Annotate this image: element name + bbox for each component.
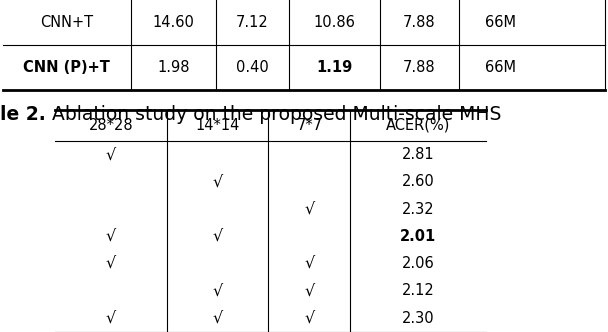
Text: √: √ xyxy=(304,256,314,271)
Text: 14.60: 14.60 xyxy=(153,15,194,30)
Text: le 2.: le 2. xyxy=(0,105,46,124)
Text: 66M: 66M xyxy=(485,60,516,75)
Text: √: √ xyxy=(213,283,223,298)
Text: √: √ xyxy=(304,283,314,298)
Text: 66M: 66M xyxy=(485,15,516,30)
Text: 2.60: 2.60 xyxy=(402,174,435,190)
Text: √: √ xyxy=(213,174,223,190)
Text: √: √ xyxy=(106,310,116,326)
Text: √: √ xyxy=(106,147,116,162)
Text: Ablation study on the proposed Multi-scale MHS: Ablation study on the proposed Multi-sca… xyxy=(40,105,501,124)
Text: 0.40: 0.40 xyxy=(236,60,269,75)
Text: 2.81: 2.81 xyxy=(402,147,435,162)
Text: 1.98: 1.98 xyxy=(157,60,190,75)
Text: √: √ xyxy=(213,229,223,244)
Text: 28*28: 28*28 xyxy=(89,118,133,133)
Text: 14*14: 14*14 xyxy=(196,118,240,133)
Text: CNN (P)+T: CNN (P)+T xyxy=(24,60,110,75)
Text: 2.32: 2.32 xyxy=(402,202,435,217)
Text: √: √ xyxy=(304,202,314,217)
Text: 2.12: 2.12 xyxy=(402,283,435,298)
Text: 10.86: 10.86 xyxy=(314,15,355,30)
Text: ACER(%): ACER(%) xyxy=(386,118,451,133)
Text: 7.12: 7.12 xyxy=(236,15,269,30)
Text: 7*7: 7*7 xyxy=(296,118,322,133)
Text: 1.19: 1.19 xyxy=(316,60,353,75)
Text: 2.30: 2.30 xyxy=(402,310,435,326)
Text: √: √ xyxy=(106,229,116,244)
Text: √: √ xyxy=(304,310,314,326)
Text: 7.88: 7.88 xyxy=(403,15,436,30)
Text: √: √ xyxy=(213,310,223,326)
Text: √: √ xyxy=(106,256,116,271)
Text: 2.01: 2.01 xyxy=(400,229,437,244)
Text: CNN+T: CNN+T xyxy=(40,15,94,30)
Text: 7.88: 7.88 xyxy=(403,60,436,75)
Text: 2.06: 2.06 xyxy=(402,256,435,271)
